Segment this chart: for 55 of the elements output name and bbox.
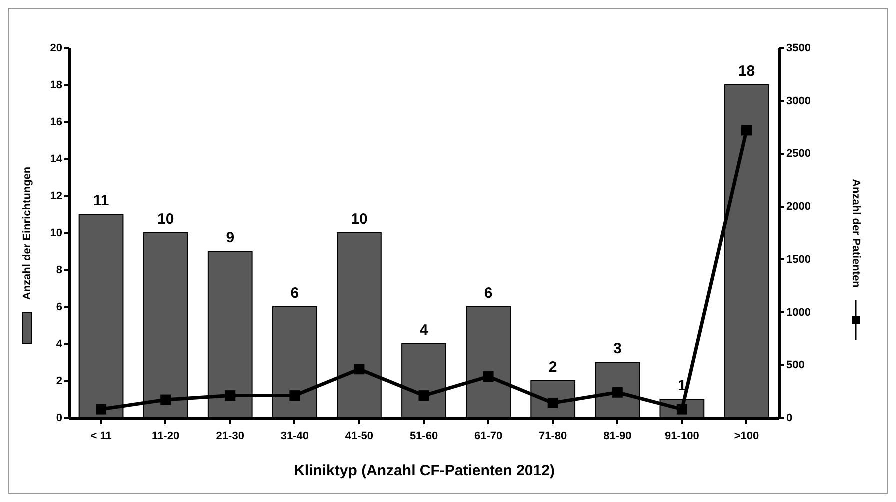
y2-tick-label: 3000 xyxy=(786,95,811,108)
y2-tick-label: 500 xyxy=(786,360,805,372)
point xyxy=(483,372,494,382)
y2-tick-label: 1500 xyxy=(786,254,811,266)
point xyxy=(290,390,300,402)
y2-axis-title: Anzahl der Patienten xyxy=(850,179,862,288)
y-tick-label: 8 xyxy=(56,264,62,276)
data-label: 18 xyxy=(738,63,756,80)
y-tick-label: 0 xyxy=(56,412,62,424)
x-tick-label: < 11 xyxy=(90,430,112,442)
data-label: 3 xyxy=(613,340,622,358)
data-label: 6 xyxy=(484,285,493,302)
y-tick-label: 4 xyxy=(56,338,64,350)
y-axis-title: Anzahl der Einrichtungen xyxy=(21,166,34,300)
y-tick-label: 16 xyxy=(50,116,62,128)
data-label: 11 xyxy=(93,192,110,210)
y2-tick-label: 2500 xyxy=(786,148,811,160)
data-label: 2 xyxy=(548,359,558,376)
point xyxy=(160,394,172,406)
data-label: 10 xyxy=(351,211,368,228)
x-tick-label: 81-90 xyxy=(604,430,632,442)
x-tick-label: 91-100 xyxy=(665,430,700,442)
y2-tick-label: 1000 xyxy=(786,306,811,319)
y-tick-label: 20 xyxy=(50,42,62,54)
y-tick-label: 14 xyxy=(50,154,64,166)
point xyxy=(418,390,430,402)
x-tick-label: 11-20 xyxy=(152,430,180,442)
x-tick-label: 21-30 xyxy=(216,430,244,442)
x-tick-label: 51-60 xyxy=(410,430,438,442)
x-tick-label: 71-80 xyxy=(539,430,568,442)
data-label: 6 xyxy=(290,285,300,302)
point xyxy=(676,404,688,415)
y2-tick-label: 2000 xyxy=(786,201,811,214)
x-tick-label: 41-50 xyxy=(345,430,374,442)
point xyxy=(354,364,365,375)
point xyxy=(612,387,623,398)
y2-tick-label: 3500 xyxy=(786,42,811,54)
data-label: 10 xyxy=(157,211,174,228)
point xyxy=(96,404,107,415)
x-tick-label: 31-40 xyxy=(280,430,309,442)
x-tick-label: >100 xyxy=(734,430,760,442)
y-tick-label: 6 xyxy=(56,302,62,314)
x-axis-title: Kliniktyp (Anzahl CF-Patienten 2012) xyxy=(294,462,555,480)
point xyxy=(225,390,236,402)
point xyxy=(741,125,752,136)
point xyxy=(548,398,558,408)
data-label: 1 xyxy=(678,378,686,394)
y2-tick-label: 0 xyxy=(786,412,793,424)
data-label: 9 xyxy=(226,230,235,246)
data-label: 4 xyxy=(420,322,429,339)
x-tick-label: 61-70 xyxy=(474,430,503,442)
y-tick-label: 2 xyxy=(56,376,62,388)
y-tick-label: 12 xyxy=(50,190,62,202)
y-tick-label: 18 xyxy=(50,80,62,92)
y-tick-label: 10 xyxy=(50,228,62,240)
